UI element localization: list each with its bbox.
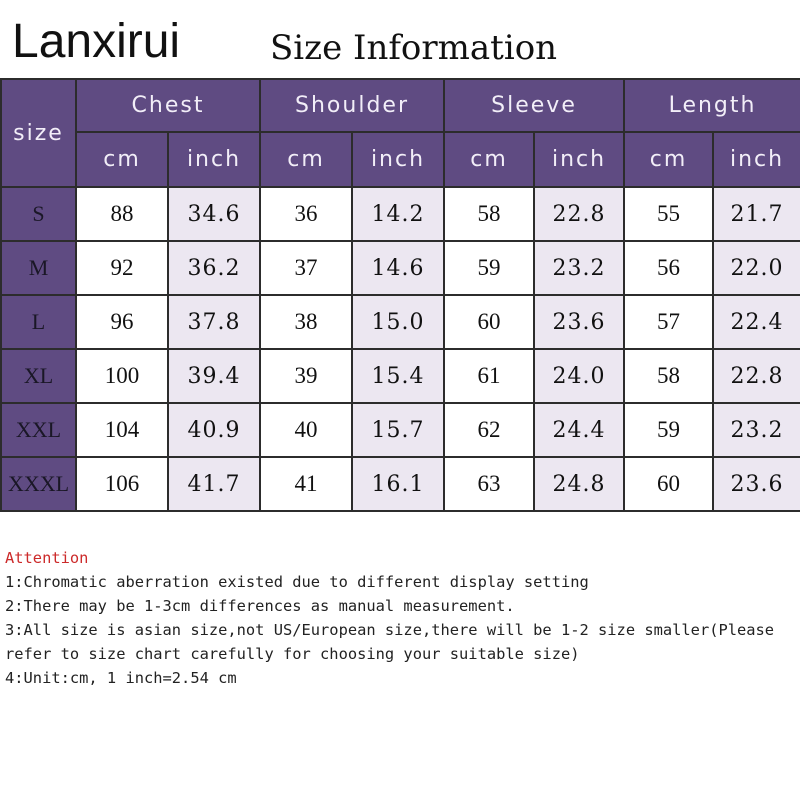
size-label: M [0,240,77,296]
cm-value-cell: 60 [623,456,715,512]
inch-value-cell: 22.8 [532,186,626,242]
unit-header: cm [75,131,169,188]
cm-value-cell: 62 [443,402,535,458]
cm-value-cell: 92 [75,240,169,296]
attention-heading: Attention [5,549,89,567]
inch-value-cell: 40.9 [167,402,261,458]
inch-value-cell: 34.6 [167,186,261,242]
cm-value-cell: 96 [75,294,169,350]
inch-value-cell: 15.4 [351,348,445,404]
cm-value-cell: 63 [443,456,535,512]
group-header-length: Length [623,78,800,133]
inch-value-cell: 22.4 [712,294,800,350]
inch-value-cell: 14.2 [351,186,445,242]
cm-value-cell: 59 [623,402,715,458]
table-row: S 88 34.6 36 14.2 58 22.8 55 21.7 [0,186,800,242]
inch-value-cell: 37.8 [167,294,261,350]
cm-value-cell: 88 [75,186,169,242]
inch-value-cell: 22.0 [712,240,800,296]
inch-value-cell: 14.6 [351,240,445,296]
inch-value-cell: 23.6 [532,294,626,350]
inch-value-cell: 23.6 [712,456,800,512]
size-column-header: size [0,78,77,188]
inch-value-cell: 23.2 [712,402,800,458]
unit-header: inch [351,131,445,188]
inch-value-cell: 21.7 [712,186,800,242]
size-label: XXXL [0,456,77,512]
cm-value-cell: 36 [259,186,353,242]
cm-value-cell: 41 [259,456,353,512]
note-line: 3:All size is asian size,not US/European… [5,621,784,663]
inch-value-cell: 39.4 [167,348,261,404]
page-title: Size Information [270,28,558,68]
group-header-chest: Chest [75,78,261,133]
group-header-sleeve: Sleeve [442,78,626,133]
cm-value-cell: 104 [75,402,169,458]
size-label: S [0,186,77,242]
cm-value-cell: 58 [623,348,715,404]
table-row: L 96 37.8 38 15.0 60 23.6 57 22.4 [0,294,800,350]
unit-header: cm [623,131,715,188]
unit-header: cm [443,131,535,188]
table-row: XL 100 39.4 39 15.4 61 24.0 58 22.8 [0,348,800,404]
cm-value-cell: 56 [623,240,715,296]
inch-value-cell: 36.2 [167,240,261,296]
unit-header: inch [532,131,626,188]
unit-header: cm [259,131,353,188]
inch-value-cell: 41.7 [167,456,261,512]
inch-value-cell: 15.7 [351,402,445,458]
brand-name: Lanxirui [12,15,181,68]
table-row: M 92 36.2 37 14.6 59 23.2 56 22.0 [0,240,800,296]
attention-notes: Attention 1:Chromatic aberration existed… [5,546,795,690]
note-line: 4:Unit:cm, 1 inch=2.54 cm [5,669,237,687]
inch-value-cell: 15.0 [351,294,445,350]
inch-value-cell: 24.0 [532,348,626,404]
cm-value-cell: 60 [443,294,535,350]
size-chart-table: size Chest Shoulder Sleeve Length cm inc… [0,78,800,512]
inch-value-cell: 24.8 [532,456,626,512]
inch-value-cell: 16.1 [351,456,445,512]
cm-value-cell: 100 [75,348,169,404]
cm-value-cell: 37 [259,240,353,296]
cm-value-cell: 61 [443,348,535,404]
size-label: XL [0,348,77,404]
cm-value-cell: 38 [259,294,353,350]
inch-value-cell: 22.8 [712,348,800,404]
cm-value-cell: 55 [623,186,715,242]
cm-value-cell: 58 [443,186,535,242]
table-row: XXXL 106 41.7 41 16.1 63 24.8 60 23.6 [0,456,800,512]
unit-header: inch [712,131,800,188]
cm-value-cell: 40 [259,402,353,458]
unit-header: inch [167,131,261,188]
cm-value-cell: 39 [259,348,353,404]
note-line: 2:There may be 1-3cm differences as manu… [5,597,515,615]
cm-value-cell: 57 [623,294,715,350]
size-label: L [0,294,77,350]
inch-value-cell: 24.4 [532,402,626,458]
inch-value-cell: 23.2 [532,240,626,296]
group-header-shoulder: Shoulder [259,78,445,133]
size-rows: S 88 34.6 36 14.2 58 22.8 55 21.7 M 92 36.2 37 14.6 59… [0,186,800,512]
cm-value-cell: 106 [75,456,169,512]
cm-value-cell: 59 [443,240,535,296]
table-row: XXL 104 40.9 40 15.7 62 24.4 59 23.2 [0,402,800,458]
size-label: XXL [0,402,77,458]
note-line: 1:Chromatic aberration existed due to di… [5,573,589,591]
